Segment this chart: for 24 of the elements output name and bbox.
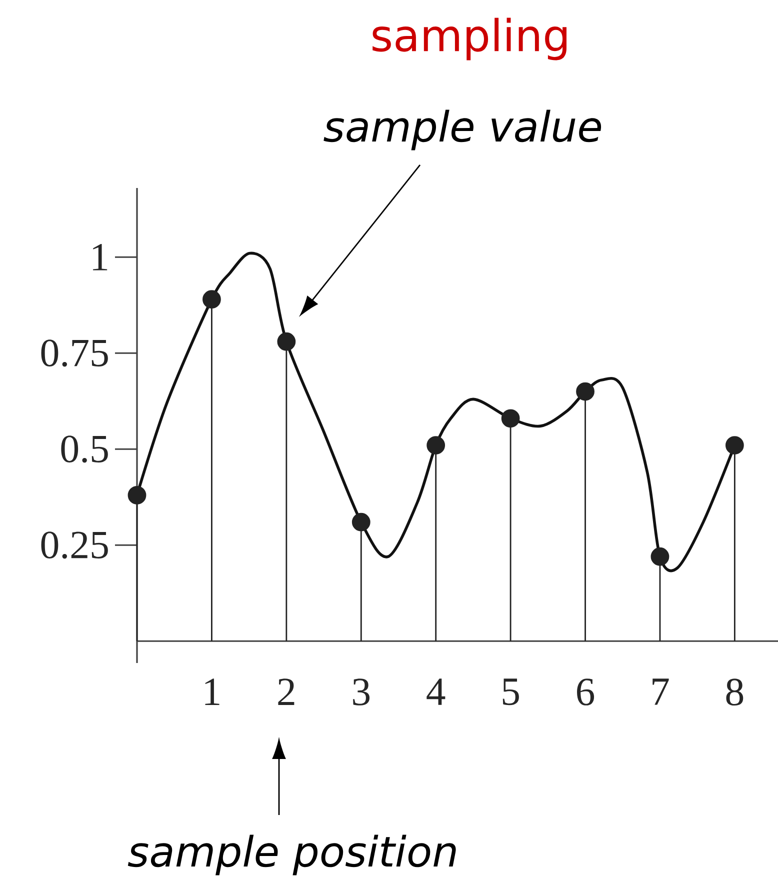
point <box>128 486 146 504</box>
x-tick-label: 7 <box>652 678 669 705</box>
point <box>426 436 446 454</box>
x-tick-label: 2 <box>278 678 294 706</box>
y-tick-label: 1 <box>93 244 108 270</box>
point <box>650 547 670 566</box>
point <box>501 409 520 428</box>
text: sample value <box>324 110 602 150</box>
x-tick-label: 4 <box>426 678 446 705</box>
x-tick-label: 3 <box>353 678 370 706</box>
y-tick-label: 0.25 <box>41 532 108 559</box>
text: sample position <box>128 834 456 876</box>
point <box>277 332 296 351</box>
y-tick-label: 0.75 <box>41 340 108 367</box>
x-tick-label: 5 <box>502 678 519 706</box>
point <box>725 436 744 454</box>
y-tick-label: 0.5 <box>61 436 108 463</box>
point <box>202 290 221 309</box>
point <box>576 382 594 401</box>
chart-title: sampling <box>372 18 566 60</box>
x-tick-label: 6 <box>577 678 594 706</box>
x-tick-label: 8 <box>726 678 744 706</box>
point <box>352 512 370 532</box>
x-tick-label: 1 <box>205 678 220 705</box>
